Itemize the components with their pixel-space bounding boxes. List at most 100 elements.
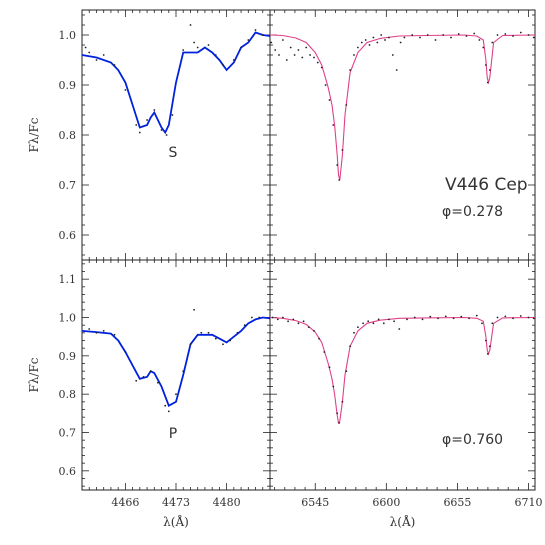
model-line-series [81,316,271,407]
y-tick-label: 0.8 [59,129,77,142]
data-point [491,41,494,44]
data-point [399,41,402,44]
data-point [261,34,264,36]
data-point [189,343,192,346]
panel-frame [269,259,536,491]
data-point [360,41,363,44]
data-point [313,330,315,332]
data-point [175,393,177,396]
y-tick-label: 1.0 [59,312,77,325]
data-point [468,317,470,320]
data-point [429,315,432,318]
data-point [102,54,105,56]
data-point [229,339,232,342]
x-tick-label: 6710 [515,496,543,509]
data-point [442,34,445,36]
data-point [382,322,385,325]
data-point [485,64,487,66]
data-point [486,353,489,355]
component-label: P [169,426,177,442]
data-point [457,33,460,35]
data-point [332,124,335,126]
data-point [243,324,246,327]
data-point [207,331,210,334]
data-point [336,164,339,166]
data-point [135,379,138,382]
y-tick-label: 1.0 [59,29,77,42]
x-axis-label: λ(Å) [163,514,189,529]
data-point [496,34,499,36]
data-point [254,29,257,31]
data-point [113,333,116,336]
data-point [167,410,170,413]
data-point [207,44,210,46]
data-point [276,318,279,321]
component-label: S [169,145,178,161]
data-point [88,51,91,54]
data-point [426,34,429,36]
data-point [434,39,437,41]
data-point [486,81,489,84]
data-point [328,99,331,101]
data-point [372,322,375,325]
data-point [324,84,327,86]
data-point [258,316,261,319]
data-point [214,54,217,56]
data-point [318,337,320,340]
data-point [222,343,224,346]
data-point [297,49,300,51]
data-point [353,54,355,56]
data-point [309,54,311,56]
data-point [519,315,522,317]
data-point [527,316,530,319]
x-tick-label: 6655 [443,496,471,509]
data-point [124,89,127,91]
phase-label: φ=0.278 [442,204,503,220]
data-point [437,317,439,320]
data-point [142,376,145,378]
data-point [482,46,485,49]
data-point [345,104,348,106]
data-point [292,318,295,321]
data-point [84,46,87,49]
data-point [102,330,105,332]
data-point [367,320,370,323]
data-point [406,318,408,321]
data-point [307,326,310,328]
data-point [146,119,149,121]
data-point [395,69,398,71]
data-point [485,339,487,342]
data-point [357,46,359,49]
data-point [349,69,351,71]
x-axis-label: λ(Å) [390,514,416,529]
data-point [398,328,401,330]
data-point [240,46,243,49]
data-point [305,46,308,49]
model-line-series [269,34,536,181]
data-point [411,34,414,36]
data-point [377,318,380,321]
y-tick-label: 0.8 [59,388,77,401]
data-point [302,320,305,323]
data-point [328,366,331,369]
x-tick-label: 6600 [372,496,400,509]
data-point [450,36,452,39]
data-point [271,316,274,319]
data-point [388,36,390,39]
data-point [341,400,344,403]
data-point [478,39,481,41]
data-point [135,124,138,126]
data-point [193,308,196,311]
data-point [165,134,168,136]
data-point [332,385,335,388]
data-point [452,317,455,320]
data-point [496,316,499,319]
data-point [196,46,199,49]
panel-top-right: V446 Cep φ=0.278 [269,9,536,261]
data-point [282,316,284,319]
data-point [157,381,159,384]
data-point [189,24,192,26]
panel-bottom-left: 0.6 0.7 0.8 0.9 1.0 1.1 4466 4473 4480 Fλ/Fc λ(Å) P [27,259,271,529]
y-tick-label: 0.7 [59,179,77,192]
